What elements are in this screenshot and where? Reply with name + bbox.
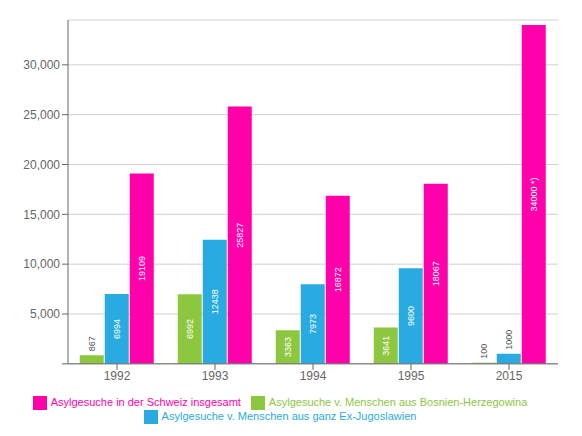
- svg-text:19109: 19109: [137, 256, 147, 281]
- svg-text:7973: 7973: [308, 314, 318, 334]
- svg-text:1995: 1995: [398, 369, 425, 383]
- svg-text:12438: 12438: [210, 289, 220, 314]
- svg-text:6994: 6994: [112, 319, 122, 339]
- svg-text:16872: 16872: [333, 267, 343, 292]
- svg-text:30,000: 30,000: [23, 58, 60, 72]
- svg-text:15,000: 15,000: [23, 208, 60, 222]
- html-text:Asylgesuche v. Menschen aus ga: Asylgesuche v. Menschen aus ganz Ex-Jugo…: [161, 409, 417, 422]
- svg-text:3641: 3641: [381, 336, 391, 356]
- html-text:Asylgesuche in der Schweiz ins: Asylgesuche in der Schweiz insgesamt: [50, 395, 241, 408]
- svg-text:25827: 25827: [235, 223, 245, 248]
- svg-text:10,000: 10,000: [23, 257, 60, 271]
- svg-text:1994: 1994: [300, 369, 327, 383]
- svg-text:25,000: 25,000: [23, 108, 60, 122]
- svg-text:20,000: 20,000: [23, 158, 60, 172]
- svg-text:1993: 1993: [202, 369, 229, 383]
- svg-text:3363: 3363: [283, 337, 293, 357]
- svg-text:1000: 1000: [504, 330, 514, 350]
- svg-text:1992: 1992: [104, 369, 131, 383]
- svg-text:100: 100: [479, 344, 489, 359]
- svg-text:5,000: 5,000: [30, 307, 60, 321]
- html-text:Asylgesuche v. Menschen aus Bo: Asylgesuche v. Menschen aus Bosnien-Herz…: [268, 395, 528, 408]
- svg-text:9600: 9600: [406, 306, 416, 326]
- svg-text:34000 *): 34000 *): [529, 177, 539, 211]
- svg-text:867: 867: [87, 336, 97, 351]
- svg-text:2015: 2015: [496, 369, 523, 383]
- svg-text:18067: 18067: [431, 261, 441, 286]
- svg-text:6992: 6992: [185, 319, 195, 339]
